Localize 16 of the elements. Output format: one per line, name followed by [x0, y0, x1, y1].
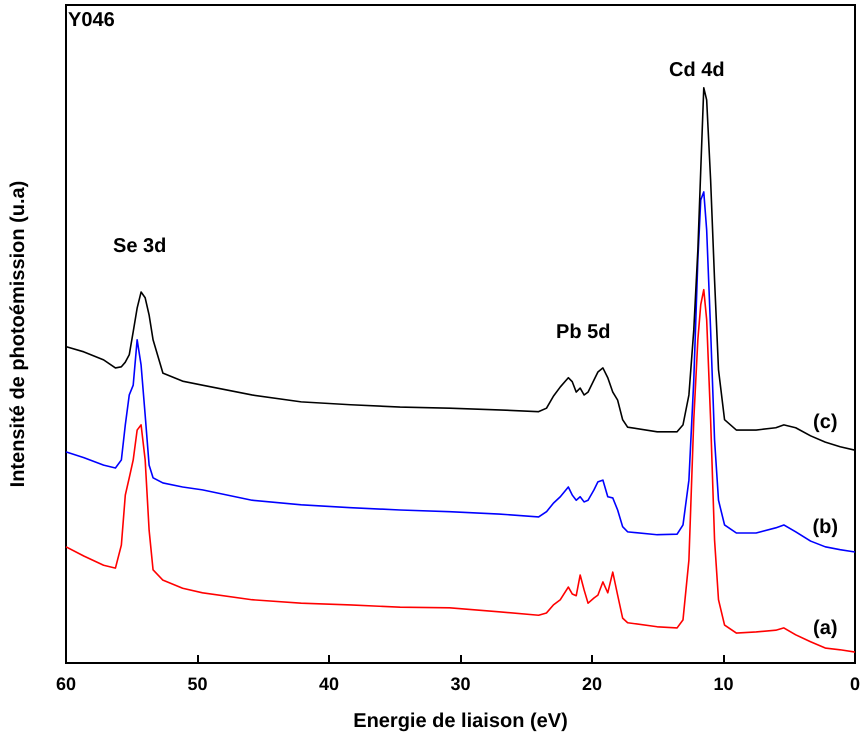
text: Y046 — [68, 9, 115, 31]
y-axis-title: Intensité de photoémission (u.a) — [7, 180, 29, 488]
series-label: (b) — [812, 516, 838, 538]
annotation: Se 3d — [113, 235, 166, 257]
annotation: Pb 5d — [556, 321, 610, 343]
series-label: (a) — [813, 617, 838, 640]
series-label: (c) — [813, 411, 838, 434]
x-tick-label: 10 — [713, 674, 734, 694]
x-tick-label: 20 — [582, 674, 602, 694]
x-axis-title: Energie de liaison (eV) — [353, 710, 568, 732]
x-tick-label: 40 — [318, 674, 340, 694]
x-tick-label: 60 — [56, 674, 76, 694]
text: Cd 4d — [669, 59, 725, 81]
x-tick-label: 30 — [450, 674, 471, 694]
x-tick-label: 0 — [850, 674, 860, 694]
x-tick-label: 50 — [187, 674, 208, 694]
